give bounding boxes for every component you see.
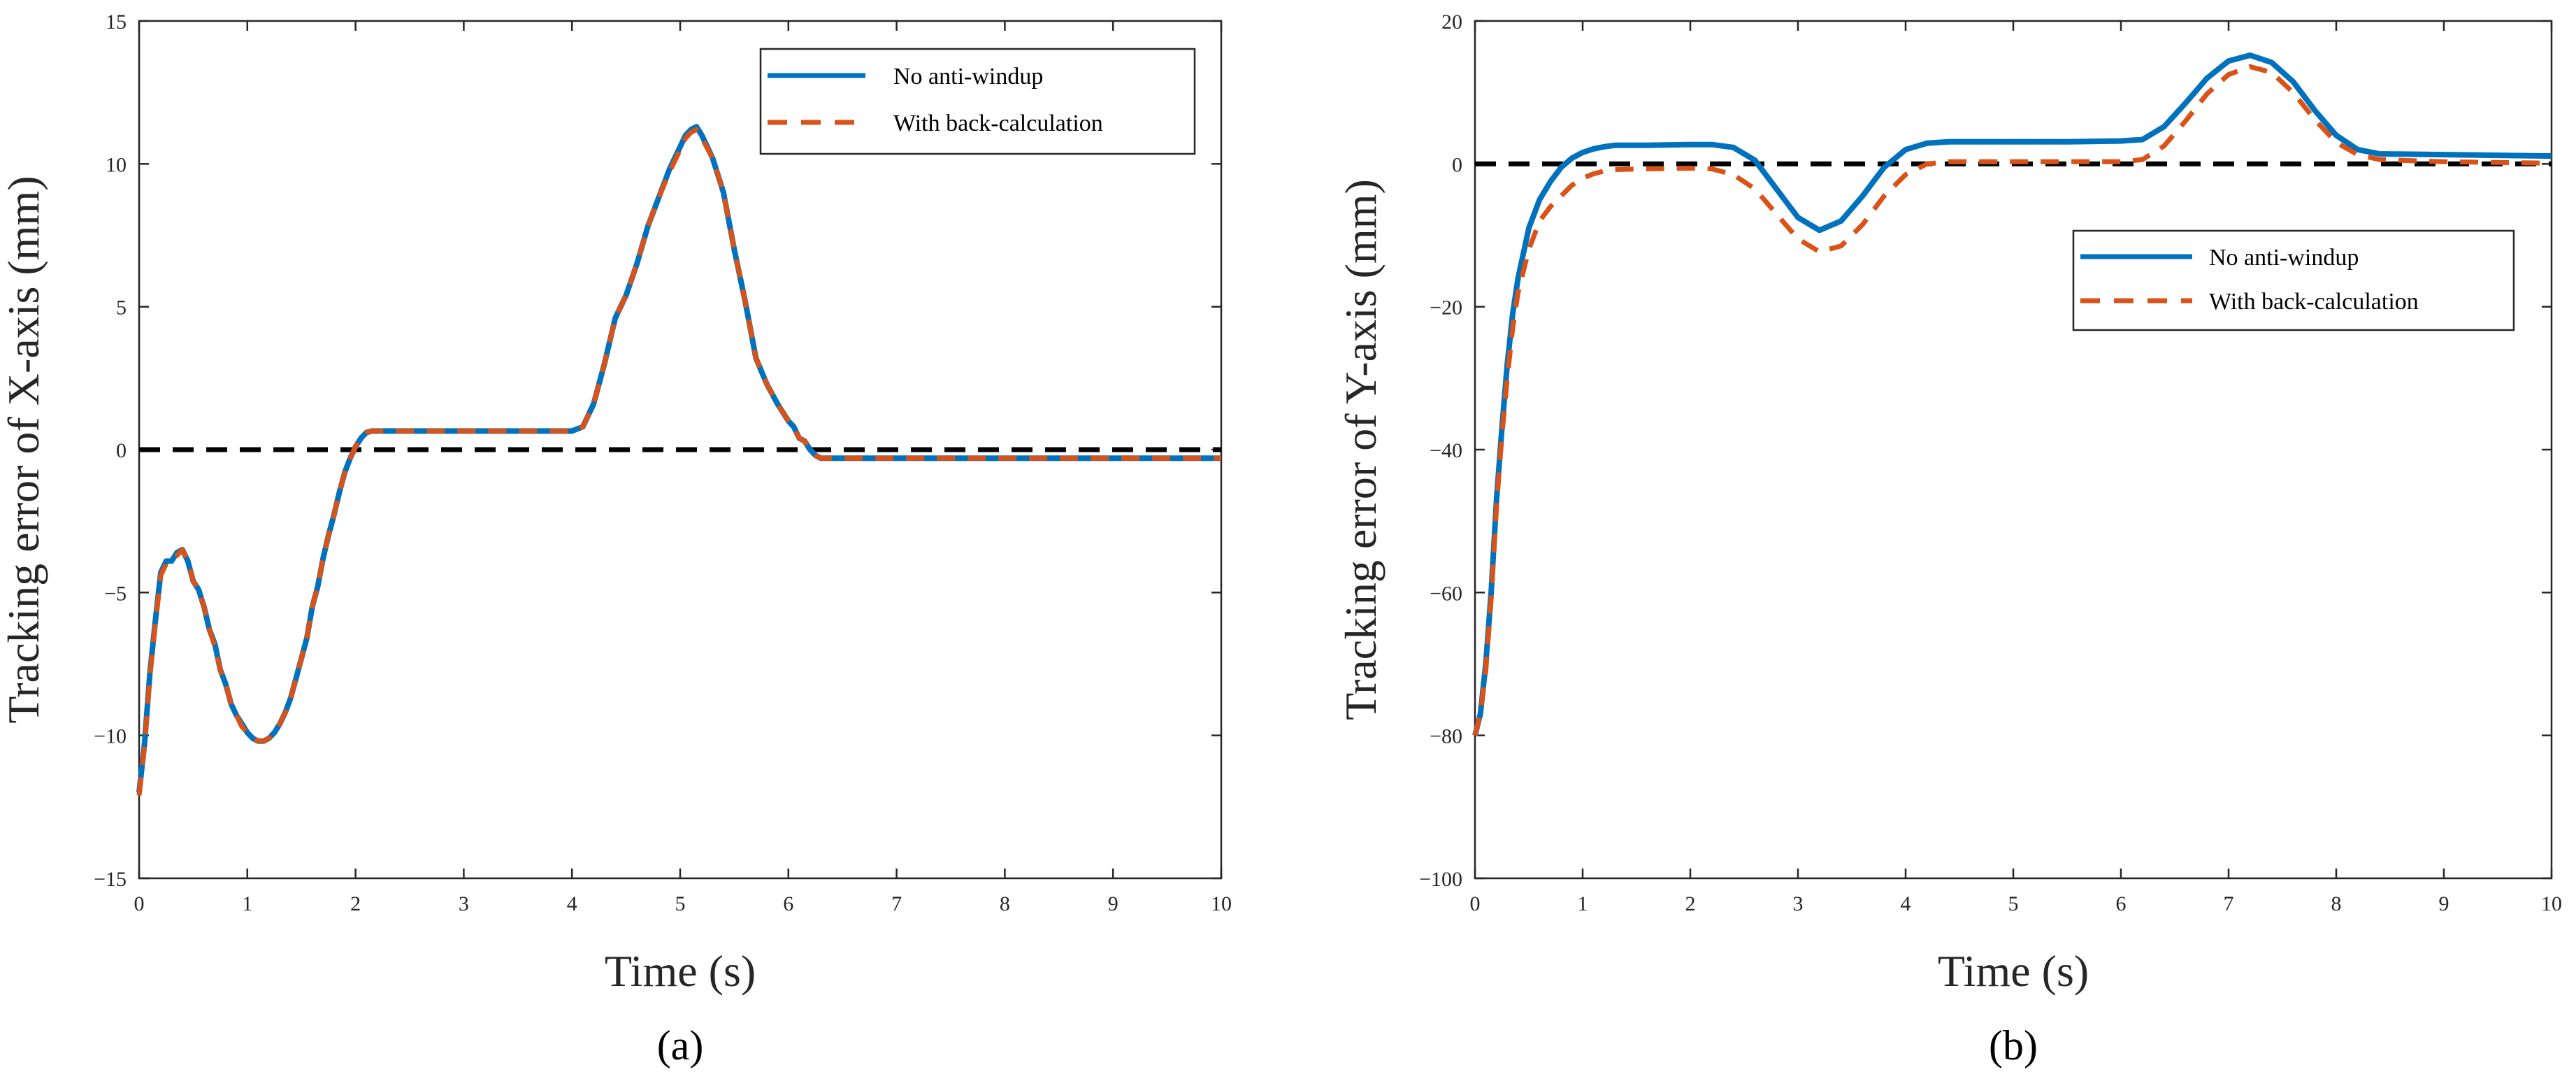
data-series: [1472, 52, 2552, 736]
y-tick-label: −60: [1430, 582, 1462, 605]
series-line-no-anti-windup: [136, 124, 1221, 793]
axis-ticks: [138, 20, 1223, 880]
x-tick-label: 2: [1685, 892, 1696, 915]
y-tick-label: 0: [116, 439, 127, 462]
panel-label: (b): [1989, 1022, 2038, 1069]
series-line-with-back-calculation: [1472, 64, 2552, 736]
legend-label-no-anti-windup: No anti-windup: [2209, 245, 2359, 271]
panel-label: (a): [657, 1022, 704, 1069]
y-tick-label: 10: [106, 153, 127, 176]
tick-labels: 0 1 2 3 4 5 6 7 8 9 10 −15 −10 −5 0 5 10 15: [94, 10, 1232, 915]
y-tick-label: −40: [1430, 439, 1462, 462]
x-axis-title: Time (s): [605, 946, 756, 996]
x-tick-label: 10: [1211, 892, 1232, 915]
legend: No anti-windup With back-calculation: [2072, 229, 2515, 331]
y-tick-label: 20: [1441, 10, 1462, 34]
x-tick-label: 7: [2224, 892, 2234, 915]
y-tick-label: −15: [94, 868, 127, 891]
x-tick-label: 3: [459, 892, 469, 915]
x-tick-label: 2: [350, 892, 361, 915]
y-tick-label: −100: [1419, 868, 1462, 891]
y-tick-label: −20: [1430, 296, 1462, 320]
legend-label-no-anti-windup: No anti-windup: [893, 64, 1043, 90]
x-tick-label: 6: [783, 892, 793, 915]
plot-frame: [1474, 20, 2553, 880]
panel-a: 0 1 2 3 4 5 6 7 8 9 10 −15 −10 −5 0 5 10 15 No anti-windu…: [0, 10, 1232, 1069]
series-line-with-back-calculation: [136, 127, 1221, 796]
x-tick-label: 1: [242, 892, 252, 915]
legend-label-back-calculation: With back-calculation: [893, 110, 1103, 136]
axis-ticks: [1474, 20, 2553, 880]
x-tick-label: 4: [567, 892, 577, 915]
y-tick-label: −80: [1430, 725, 1462, 748]
legend-box: [759, 48, 1196, 155]
x-tick-label: 8: [1000, 892, 1010, 915]
data-series: [136, 124, 1221, 796]
series-line-no-anti-windup: [1472, 52, 2552, 736]
x-axis-title: Time (s): [1938, 946, 2089, 996]
x-tick-label: 0: [134, 892, 145, 915]
y-tick-label: 15: [106, 10, 127, 34]
x-tick-label: 0: [1470, 892, 1481, 915]
y-tick-label: −5: [104, 582, 127, 605]
x-tick-label: 5: [2008, 892, 2019, 915]
x-tick-label: 1: [1578, 892, 1588, 915]
x-tick-label: 3: [1793, 892, 1804, 915]
tick-labels: 0 1 2 3 4 5 6 7 8 9 10 −100 −80 −60 −40 −20 0 20: [1419, 10, 2562, 915]
x-tick-label: 4: [1901, 892, 1911, 915]
y-tick-label: −10: [94, 725, 127, 748]
panel-b: 0 1 2 3 4 5 6 7 8 9 10 −100 −80 −60 −40 −20 0 20 No anti-…: [1336, 10, 2562, 1069]
x-tick-label: 9: [1108, 892, 1118, 915]
x-tick-label: 9: [2439, 892, 2449, 915]
y-axis-title: Tracking error of X-axis (mm): [0, 176, 48, 723]
x-tick-label: 5: [675, 892, 686, 915]
x-tick-label: 10: [2541, 892, 2562, 915]
x-tick-label: 7: [891, 892, 902, 915]
legend: No anti-windup With back-calculation: [759, 48, 1196, 155]
x-tick-label: 6: [2116, 892, 2127, 915]
legend-box: [2072, 229, 2515, 331]
y-tick-label: 5: [116, 296, 127, 320]
y-tick-label: 0: [1452, 153, 1462, 176]
legend-label-back-calculation: With back-calculation: [2209, 289, 2419, 315]
x-tick-label: 8: [2331, 892, 2342, 915]
y-axis-title: Tracking error of Y-axis (mm): [1336, 179, 1386, 720]
